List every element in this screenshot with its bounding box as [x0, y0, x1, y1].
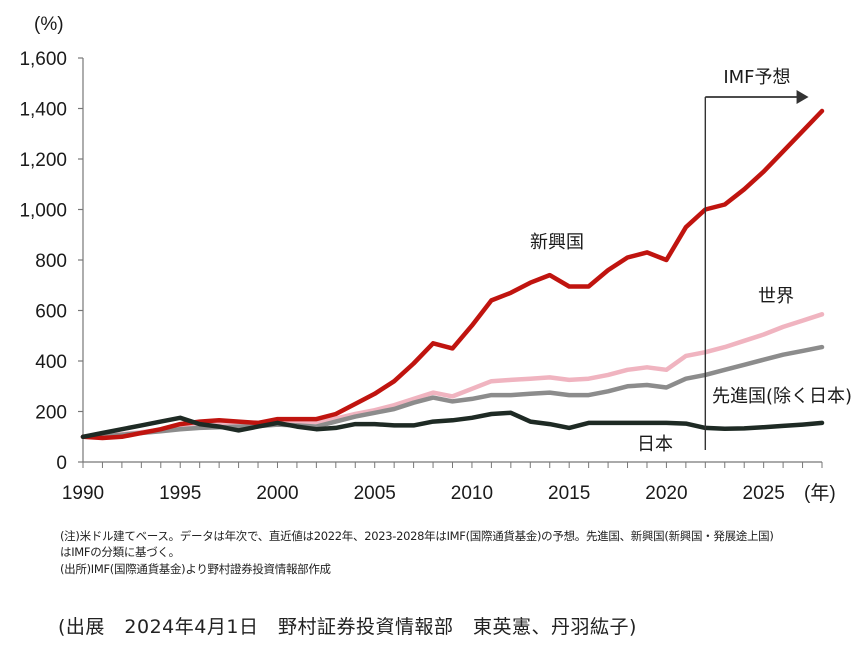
- x-tick-label: 2005: [354, 483, 396, 504]
- series-label-advanced: 先進国(除く日本): [712, 386, 852, 407]
- note-line-1: (注)米ドル建てベース。データは年次で、直近値は2022年、2023-2028年…: [60, 529, 774, 543]
- series-label-emerging: 新興国: [530, 232, 584, 253]
- y-tick-label: 600: [35, 302, 67, 323]
- forecast-label: IMF予想: [723, 67, 790, 88]
- series-line-emerging: [80, 108, 825, 441]
- y-axis: 0 200 400 600 800 1,000 1,200 1,400 1,600: [19, 49, 84, 474]
- x-tick-label: 1990: [62, 483, 104, 504]
- forecast-arrow-head: [796, 90, 809, 104]
- series-label-japan: 日本: [637, 434, 673, 455]
- x-tick-label: 2015: [548, 483, 590, 504]
- y-tick-label: 1,000: [19, 201, 67, 222]
- y-tick-label: 0: [56, 453, 67, 474]
- forecast-annotation: IMF予想: [704, 67, 809, 450]
- x-axis: 1990 1995 2000 2005 2010 2015 2020 2025: [62, 461, 823, 504]
- x-tick-label: 2000: [256, 483, 298, 504]
- x-tick-label: 2010: [451, 483, 493, 504]
- x-tick-label: 2025: [743, 483, 785, 504]
- x-axis-unit-label: (年): [804, 482, 836, 504]
- series-lines: [80, 108, 825, 441]
- series-line-advanced: [80, 344, 825, 440]
- series-label-world: 世界: [758, 286, 794, 307]
- x-tick-label: 2020: [645, 483, 687, 504]
- y-axis-unit-label: (%): [34, 14, 64, 35]
- series-line-japan: [80, 410, 825, 440]
- publication-source: (出展 2024年4月1日 野村証券投資情報部 東英憲、丹羽紘子): [58, 616, 637, 638]
- note-line-2: はIMFの分類に基づく。: [60, 545, 180, 559]
- y-tick-label: 200: [35, 403, 67, 424]
- y-tick-label: 1,400: [19, 100, 67, 121]
- y-tick-label: 400: [35, 352, 67, 373]
- y-tick-label: 800: [35, 251, 67, 272]
- y-tick-label: 1,200: [19, 150, 67, 171]
- note-source-line: (出所)IMF(国際通貨基金)より野村證券投資情報部作成: [60, 562, 331, 576]
- x-tick-label: 1995: [159, 483, 201, 504]
- y-tick-label: 1,600: [19, 49, 67, 70]
- chart: (%) 0 200 400 600 800 1,000 1,200 1,400 1,600 19…: [19, 14, 852, 504]
